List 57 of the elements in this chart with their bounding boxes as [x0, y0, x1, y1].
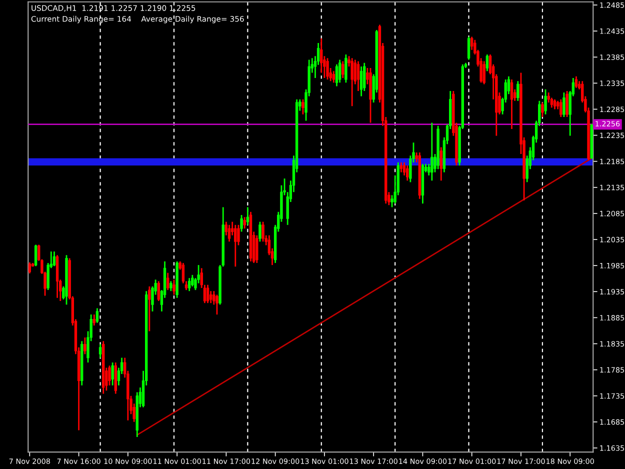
- candlestick: [562, 92, 566, 118]
- candlestick: [342, 60, 344, 79]
- candlestick: [335, 64, 338, 87]
- candlestick: [28, 262, 32, 274]
- candlestick: [111, 362, 114, 386]
- candlestick: [566, 90, 568, 118]
- candlestick: [96, 308, 99, 324]
- candlestick: [553, 98, 556, 110]
- candlestick: [332, 70, 336, 84]
- candlestick: [360, 66, 363, 97]
- candlestick: [234, 224, 237, 268]
- candlestick: [262, 221, 264, 242]
- candlestick: [256, 234, 258, 264]
- candlestick: [516, 80, 520, 102]
- candlestick: [430, 122, 434, 182]
- candlestick: [243, 216, 246, 230]
- candlestick: [84, 336, 86, 355]
- candlestick: [157, 280, 160, 302]
- candlestick: [344, 54, 348, 84]
- candlestick: [237, 224, 240, 246]
- candlestick: [510, 78, 514, 130]
- candlestick: [406, 164, 409, 182]
- candlestick: [240, 214, 243, 232]
- candlestick: [302, 98, 304, 116]
- candlestick: [191, 274, 194, 288]
- candlestick: [486, 54, 489, 72]
- candlestick: [166, 272, 170, 291]
- candlestick: [34, 244, 38, 267]
- candlestick: [350, 57, 354, 107]
- candlestick: [544, 88, 547, 116]
- candlestick: [402, 162, 406, 176]
- candlestick: [440, 146, 442, 182]
- candlestick: [467, 36, 470, 60]
- candlestick: [574, 76, 578, 89]
- candlestick: [541, 102, 544, 118]
- candlestick: [470, 36, 474, 51]
- candlestick: [206, 284, 210, 304]
- candlestick: [52, 250, 56, 267]
- candlestick: [172, 278, 176, 296]
- candlestick: [338, 59, 342, 84]
- candlestick: [188, 277, 191, 292]
- candlestick: [216, 294, 218, 316]
- candlestick: [400, 162, 403, 173]
- candlestick: [170, 280, 172, 292]
- candlestick: [148, 286, 151, 332]
- candlestick: [356, 60, 360, 92]
- candlestick: [482, 60, 486, 85]
- candlestick: [560, 98, 562, 118]
- candlestick: [228, 224, 231, 242]
- candlestick: [326, 57, 329, 80]
- candlestick: [390, 194, 394, 208]
- candlestick: [258, 221, 262, 242]
- candlestick: [98, 344, 102, 358]
- candlestick: [92, 314, 96, 326]
- candlestick: [363, 62, 366, 92]
- candlestick: [108, 364, 111, 386]
- candlestick: [547, 92, 550, 104]
